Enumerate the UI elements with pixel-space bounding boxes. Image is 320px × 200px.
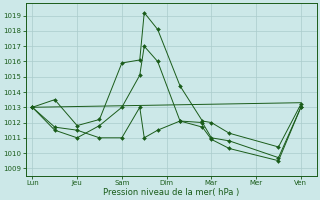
X-axis label: Pression niveau de la mer( hPa ): Pression niveau de la mer( hPa ) [103, 188, 239, 197]
